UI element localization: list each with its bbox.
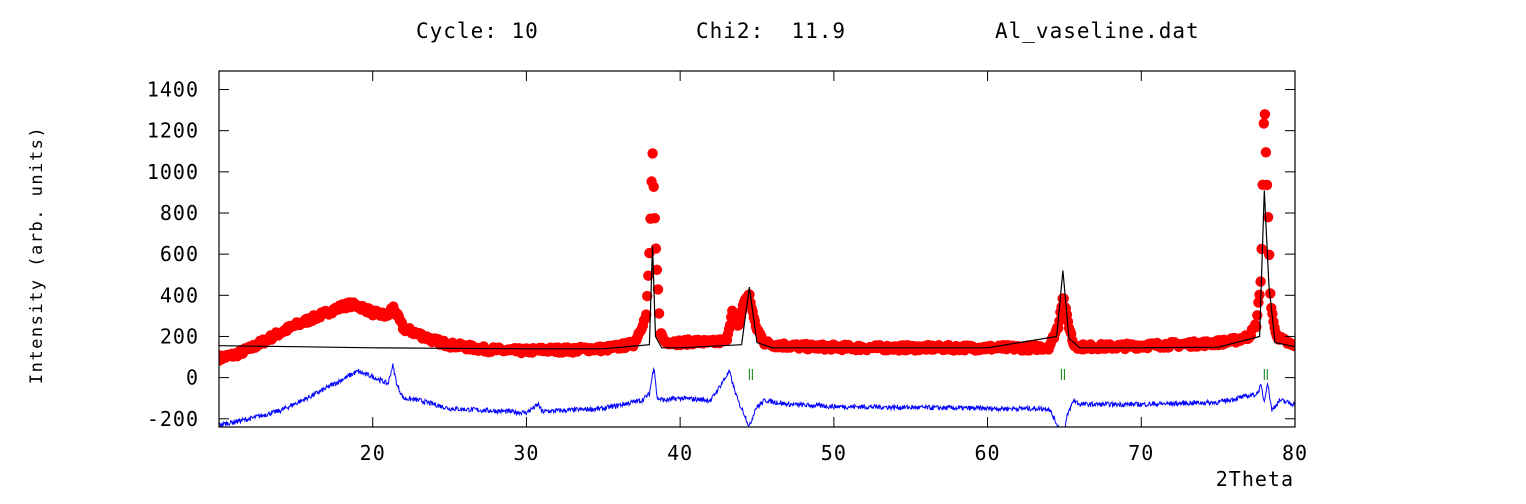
- difference-line: [219, 363, 1295, 427]
- x-tick-label: 80: [1282, 441, 1308, 465]
- observed-point: [1251, 321, 1262, 333]
- observed-point: [641, 309, 652, 320]
- y-axis-label-group: Intensity (arb. units): [27, 126, 47, 384]
- observed-point: [650, 243, 662, 254]
- observed-point: [1054, 315, 1065, 327]
- observed-point: [1264, 249, 1275, 260]
- x-tick-label: 30: [513, 441, 539, 465]
- observed-point: [1260, 147, 1272, 158]
- y-axis-label: Intensity (arb. units): [27, 126, 47, 384]
- calculated-line: [219, 190, 1295, 350]
- x-tick-label: 50: [821, 441, 847, 465]
- difference-series: [219, 363, 1295, 427]
- y-tick-label: 200: [160, 324, 199, 348]
- y-tick-label: 0: [186, 366, 199, 390]
- observed-point: [651, 264, 663, 275]
- observed-point: [653, 308, 665, 319]
- observed-point: [642, 290, 653, 302]
- y-tick-label: 1400: [147, 78, 199, 102]
- observed-point: [1254, 289, 1265, 300]
- observed-point: [648, 181, 659, 192]
- observed-point: [1259, 109, 1271, 120]
- bragg-markers: [748, 369, 1268, 380]
- y-tick-label: 800: [160, 201, 199, 225]
- observed-point: [744, 289, 755, 300]
- observed-point: [1261, 179, 1273, 191]
- header-chi2: Chi2: 11.9: [696, 19, 846, 43]
- x-tick-label: 20: [360, 441, 386, 465]
- y-tick-label: 1200: [147, 119, 199, 143]
- plot-frame: [218, 70, 1296, 428]
- y-tick-label: -200: [147, 407, 199, 431]
- y-tick-label: 400: [160, 283, 199, 307]
- y-tick-label: 1000: [147, 160, 199, 184]
- observed-point: [1255, 276, 1266, 287]
- observed-point: [652, 284, 664, 295]
- axes: -200 0 200 400 600 800 1000 1200 1400 20 30 40 50 60 7…: [147, 70, 1308, 465]
- x-tick-label: 70: [1128, 441, 1154, 465]
- observed-point: [1258, 118, 1270, 129]
- x-tick-label: 40: [667, 441, 693, 465]
- observed-series: [219, 109, 1295, 366]
- observed-point: [647, 148, 658, 159]
- header-filename: Al_vaseline.dat: [995, 19, 1200, 43]
- calculated-series: [219, 190, 1295, 350]
- observed-point: [1262, 212, 1274, 223]
- header-cycle: Cycle: 10: [416, 19, 539, 43]
- x-tick-label: 60: [975, 441, 1001, 465]
- y-tick-label: 600: [160, 242, 199, 266]
- observed-point: [1256, 243, 1267, 255]
- observed-point: [649, 213, 660, 224]
- x-axis-label: 2Theta: [1216, 467, 1294, 491]
